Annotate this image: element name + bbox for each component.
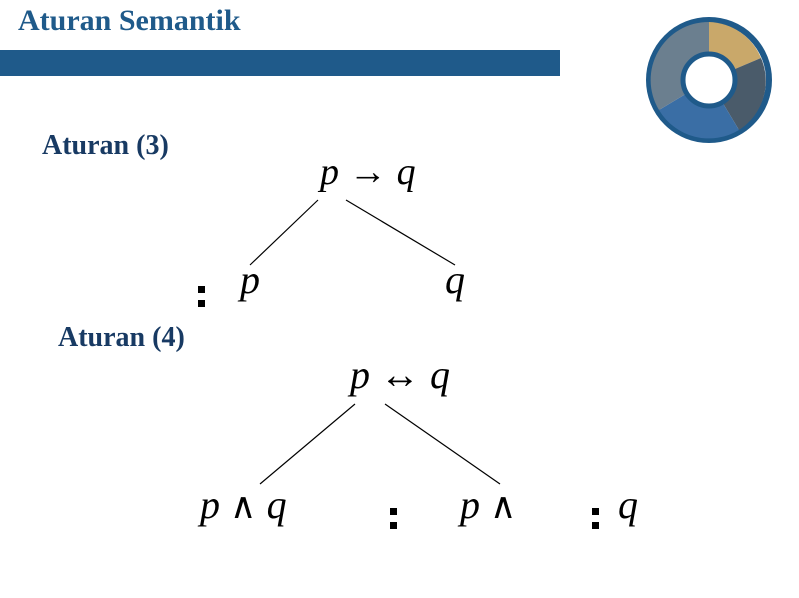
- header-bar: [0, 50, 560, 76]
- rule-3-diagram: p→qpq: [150, 148, 510, 308]
- svg-text:q: q: [445, 257, 465, 302]
- corner-ornament: [639, 10, 779, 150]
- svg-text:∧: ∧: [490, 486, 516, 526]
- svg-text:∧: ∧: [230, 486, 256, 526]
- svg-text:q: q: [397, 151, 416, 193]
- svg-text:q: q: [430, 352, 450, 397]
- rule-4-diagram: p↔qp∧qp∧q: [160, 348, 680, 548]
- svg-text:p: p: [457, 482, 480, 527]
- svg-text:p: p: [237, 257, 260, 302]
- page-title: Aturan Semantik: [18, 4, 241, 38]
- svg-text:q: q: [618, 482, 638, 527]
- svg-text:p: p: [197, 482, 220, 527]
- svg-text:p: p: [317, 151, 339, 193]
- svg-text:↔: ↔: [380, 352, 420, 397]
- svg-text:q: q: [267, 482, 287, 527]
- svg-text:→: →: [349, 151, 387, 193]
- ornament-center: [683, 54, 735, 106]
- svg-text:p: p: [347, 352, 370, 397]
